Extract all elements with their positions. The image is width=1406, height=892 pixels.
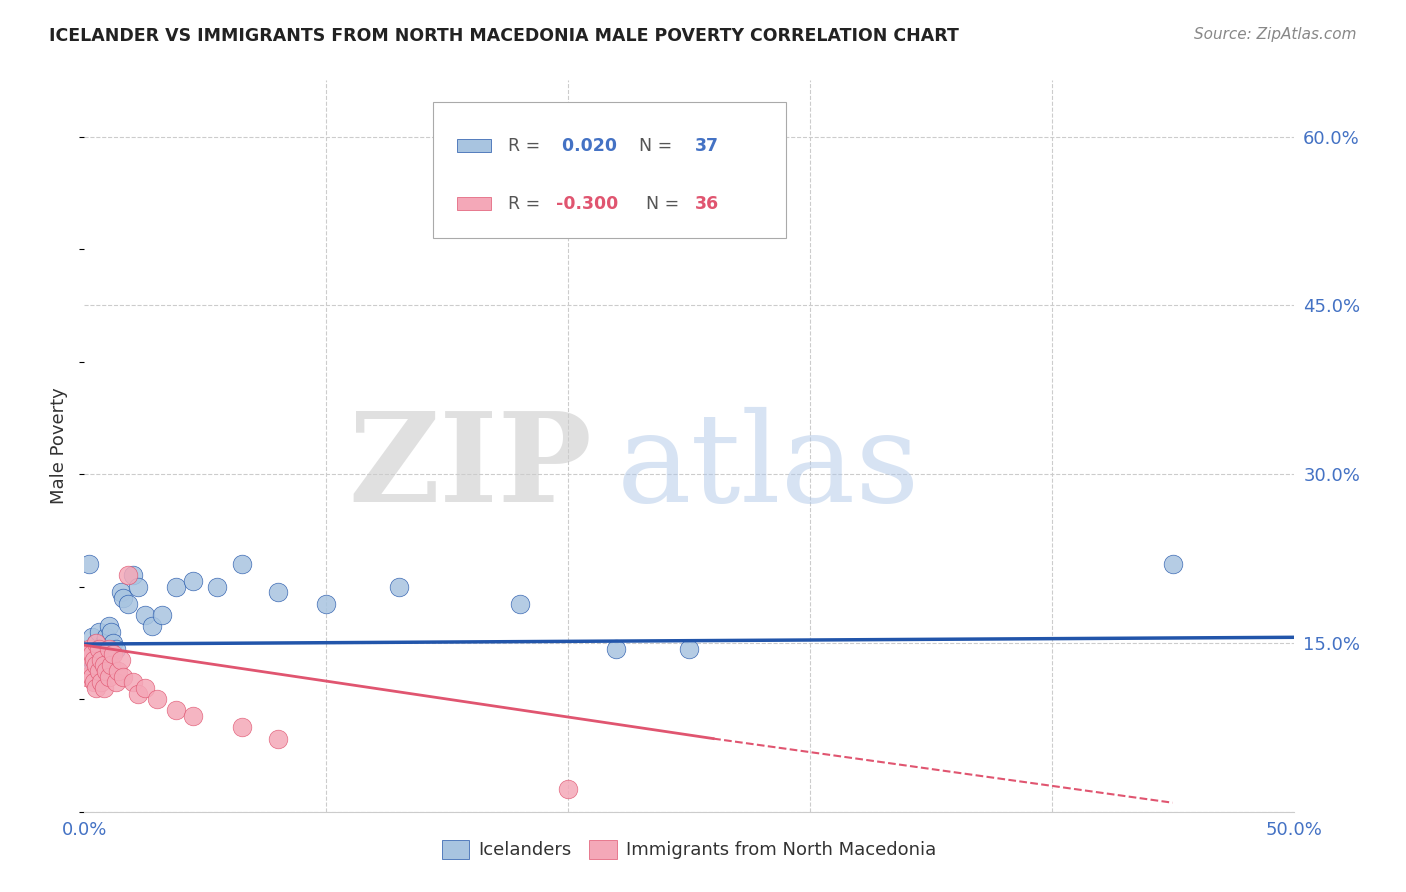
Point <box>80 670 103 684</box>
Point <box>117 597 139 611</box>
Point <box>134 607 156 622</box>
Point <box>165 703 187 717</box>
Point <box>100 658 122 673</box>
Point <box>605 641 627 656</box>
Point <box>557 782 579 797</box>
Point <box>83 675 105 690</box>
Text: 0.020: 0.020 <box>555 136 617 154</box>
Point <box>86 636 108 650</box>
Point <box>509 597 531 611</box>
Point <box>181 574 204 588</box>
Point <box>112 591 135 605</box>
Point <box>104 641 127 656</box>
Point <box>77 557 100 571</box>
Point <box>117 568 139 582</box>
Point <box>181 709 204 723</box>
Point <box>388 580 411 594</box>
Point <box>678 641 700 656</box>
Point <box>76 670 98 684</box>
Point <box>83 658 105 673</box>
Text: Source: ZipAtlas.com: Source: ZipAtlas.com <box>1194 27 1357 42</box>
Point <box>87 641 110 656</box>
Point <box>1161 557 1184 571</box>
Point <box>77 641 100 656</box>
Point <box>104 675 127 690</box>
Point <box>150 607 173 622</box>
Text: 36: 36 <box>695 194 718 212</box>
Point <box>97 670 120 684</box>
Point <box>97 619 120 633</box>
Point <box>127 580 149 594</box>
Point <box>231 720 253 734</box>
Point <box>165 580 187 594</box>
Legend: Icelanders, Immigrants from North Macedonia: Icelanders, Immigrants from North Macedo… <box>433 831 945 869</box>
Point <box>107 664 129 678</box>
Point <box>80 647 103 661</box>
Point <box>90 675 112 690</box>
Point <box>127 687 149 701</box>
Point <box>141 619 163 633</box>
Point <box>80 653 103 667</box>
Point <box>121 675 143 690</box>
Text: ZIP: ZIP <box>349 408 592 528</box>
Point <box>93 636 115 650</box>
Point <box>267 585 290 599</box>
Point <box>110 653 132 667</box>
Point <box>76 647 98 661</box>
Y-axis label: Male Poverty: Male Poverty <box>51 388 69 504</box>
Point <box>86 681 108 695</box>
Point <box>134 681 156 695</box>
Point <box>86 658 108 673</box>
Point <box>121 568 143 582</box>
Point <box>94 664 117 678</box>
Point <box>103 647 125 661</box>
Point <box>97 647 120 661</box>
Point <box>315 597 337 611</box>
Point <box>93 681 115 695</box>
Point <box>80 630 103 644</box>
Text: atlas: atlas <box>616 408 920 528</box>
Point <box>90 641 112 656</box>
Point <box>77 658 100 673</box>
Point <box>90 653 112 667</box>
Text: N =: N = <box>634 194 685 212</box>
Point <box>146 692 169 706</box>
Point <box>83 641 105 656</box>
Point <box>100 624 122 639</box>
Point <box>86 636 108 650</box>
Point <box>207 580 229 594</box>
Point <box>110 585 132 599</box>
Text: 37: 37 <box>695 136 718 154</box>
Point <box>87 664 110 678</box>
Point <box>94 630 117 644</box>
FancyBboxPatch shape <box>457 139 491 153</box>
Text: -0.300: -0.300 <box>555 194 619 212</box>
Point <box>86 664 108 678</box>
Point <box>87 624 110 639</box>
Text: R =: R = <box>508 136 546 154</box>
Point <box>267 731 290 746</box>
Point <box>97 641 120 656</box>
Point <box>103 636 125 650</box>
Point <box>87 653 110 667</box>
Point <box>231 557 253 571</box>
FancyBboxPatch shape <box>457 197 491 211</box>
Text: ICELANDER VS IMMIGRANTS FROM NORTH MACEDONIA MALE POVERTY CORRELATION CHART: ICELANDER VS IMMIGRANTS FROM NORTH MACED… <box>49 27 959 45</box>
Point <box>112 670 135 684</box>
Point <box>93 658 115 673</box>
Point <box>76 647 98 661</box>
FancyBboxPatch shape <box>433 103 786 237</box>
Text: N =: N = <box>628 136 678 154</box>
Point <box>83 653 105 667</box>
Text: R =: R = <box>508 194 546 212</box>
